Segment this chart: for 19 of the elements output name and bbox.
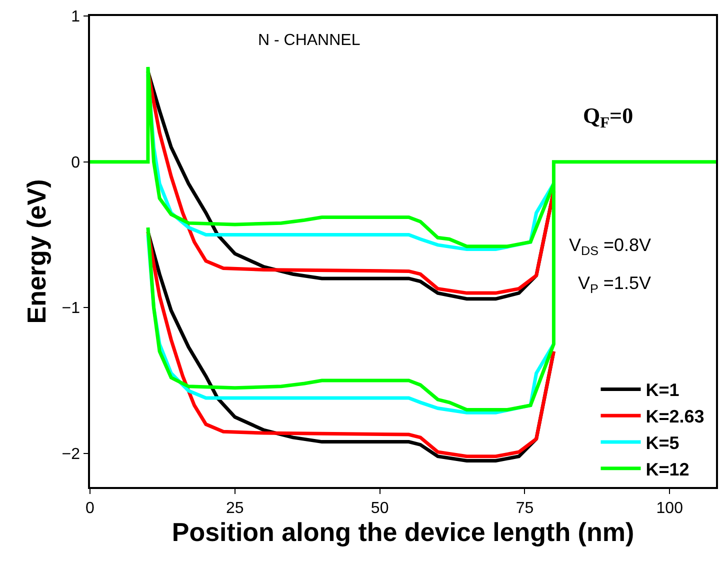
legend-label: K=2.63 xyxy=(646,406,704,427)
x-tick-label: 25 xyxy=(226,500,244,517)
y-tick-label: 0 xyxy=(71,154,80,172)
x-tick-label: 50 xyxy=(370,500,389,517)
annotation: V$_{P}$ =1.5V xyxy=(578,273,651,296)
legend-label: K=5 xyxy=(646,433,680,454)
y-tick-label: −1 xyxy=(62,300,80,318)
annotation: V$_{DS}$ =0.8V xyxy=(569,235,652,258)
x-tick-label: 100 xyxy=(656,500,684,517)
annotation: N - CHANNEL xyxy=(258,32,360,49)
x-tick-label: 75 xyxy=(516,500,534,517)
legend-label: K=12 xyxy=(646,459,690,480)
annotation: Q$_{F}$=0 xyxy=(583,103,634,132)
x-tick-label: 0 xyxy=(86,500,95,517)
y-axis-title: Energy (eV) xyxy=(22,179,52,324)
y-tick-label: −2 xyxy=(62,446,80,464)
legend-label: K=1 xyxy=(646,380,680,400)
y-tick-label: 1 xyxy=(71,8,80,26)
x-axis-title: Position along the device length (nm) xyxy=(172,516,634,547)
